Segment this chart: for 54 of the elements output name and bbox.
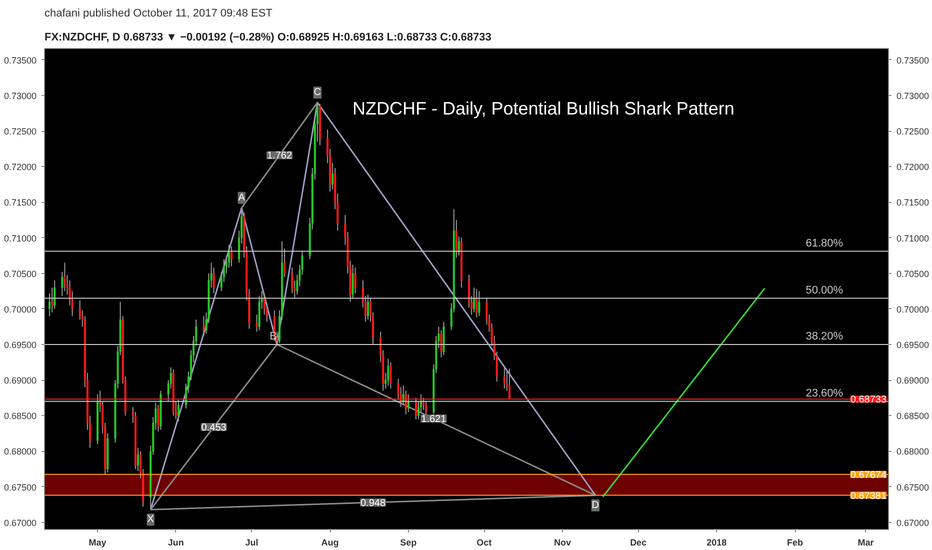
x-tick-label: Nov [554, 538, 572, 548]
y-tick-label: 0.69000 [4, 376, 37, 386]
x-tick-label: May [88, 538, 106, 548]
y-tick-label: 0.68000 [4, 446, 37, 457]
x-tick-label: Aug [321, 538, 339, 548]
y-tick-label: 0.68500 [4, 411, 37, 422]
y2-tick-label: 0.71500 [896, 198, 930, 208]
annotation: X [147, 514, 154, 526]
y2-tick-label: 0.69000 [896, 376, 930, 386]
y2-tick-label: 0.68500 [896, 411, 930, 422]
x-tick-label: Dec [630, 538, 647, 548]
y-tick-label: 0.67500 [4, 482, 37, 492]
y-tick-label: 0.73000 [4, 90, 37, 101]
x-tick-label: Jun [168, 538, 184, 548]
y2-tick-label: 0.70500 [896, 268, 930, 279]
annotation: 50.00% [806, 284, 844, 296]
annotation: 38.20% [806, 330, 844, 342]
annotation: 1.762 [266, 150, 292, 162]
y-tick-label: 0.72500 [4, 126, 37, 137]
x-tick-label: Jul [245, 538, 258, 548]
annotation: D [592, 500, 599, 511]
y-tick-label: 0.72000 [4, 162, 37, 172]
y2-tick-label: 0.72000 [896, 162, 930, 172]
y2-tick-label: 0.67000 [896, 518, 930, 528]
x-tick-label: Mar [858, 538, 874, 548]
x-tick-label: 2018 [706, 538, 727, 548]
y-tick-label: 0.71000 [4, 233, 37, 244]
annotation: 1.621 [421, 414, 447, 425]
y2-tick-label: 0.70000 [896, 304, 930, 314]
y-tick-label: 0.70500 [4, 268, 37, 279]
annotation: 0.948 [360, 498, 386, 509]
x-tick-label: Sep [400, 538, 418, 548]
y-tick-label: 0.67000 [4, 518, 37, 528]
y2-tick-label: 0.71000 [896, 233, 930, 244]
y2-tick-label: 0.73000 [896, 90, 930, 101]
annotation: A [238, 192, 246, 204]
y2-tick-label: 0.69500 [896, 340, 930, 350]
y2-tick-label: 0.72500 [896, 126, 930, 137]
x-tick-label: Feb [787, 538, 804, 548]
y2-tick-label: 0.68000 [896, 446, 930, 457]
y-tick-label: 0.70000 [4, 304, 37, 314]
annotation: 61.80% [806, 237, 844, 250]
y-tick-label: 0.73500 [4, 55, 37, 66]
annotation: 0.453 [201, 422, 227, 434]
y-tick-label: 0.69500 [4, 340, 37, 350]
y2-tick-label: 0.67500 [896, 482, 930, 492]
x-tick-label: Oct [476, 538, 492, 548]
chart-subtitle: FX:NZDCHF, D 0.68733 ▼ −0.00192 (−0.28%) O:0.68925 H:0.69163 L:0.68733 C:0.68733 [44, 32, 492, 44]
annotation: C [314, 87, 322, 98]
y-tick-label: 0.71500 [4, 198, 37, 208]
y2-tick-label: 0.73500 [896, 55, 930, 66]
text: NZDCHF - Daily, Potential Bullish Shark Pattern [352, 98, 734, 118]
annotation: 23.60% [806, 387, 844, 400]
text: chafani published October 11, 2017 09:48 EST [44, 8, 273, 20]
